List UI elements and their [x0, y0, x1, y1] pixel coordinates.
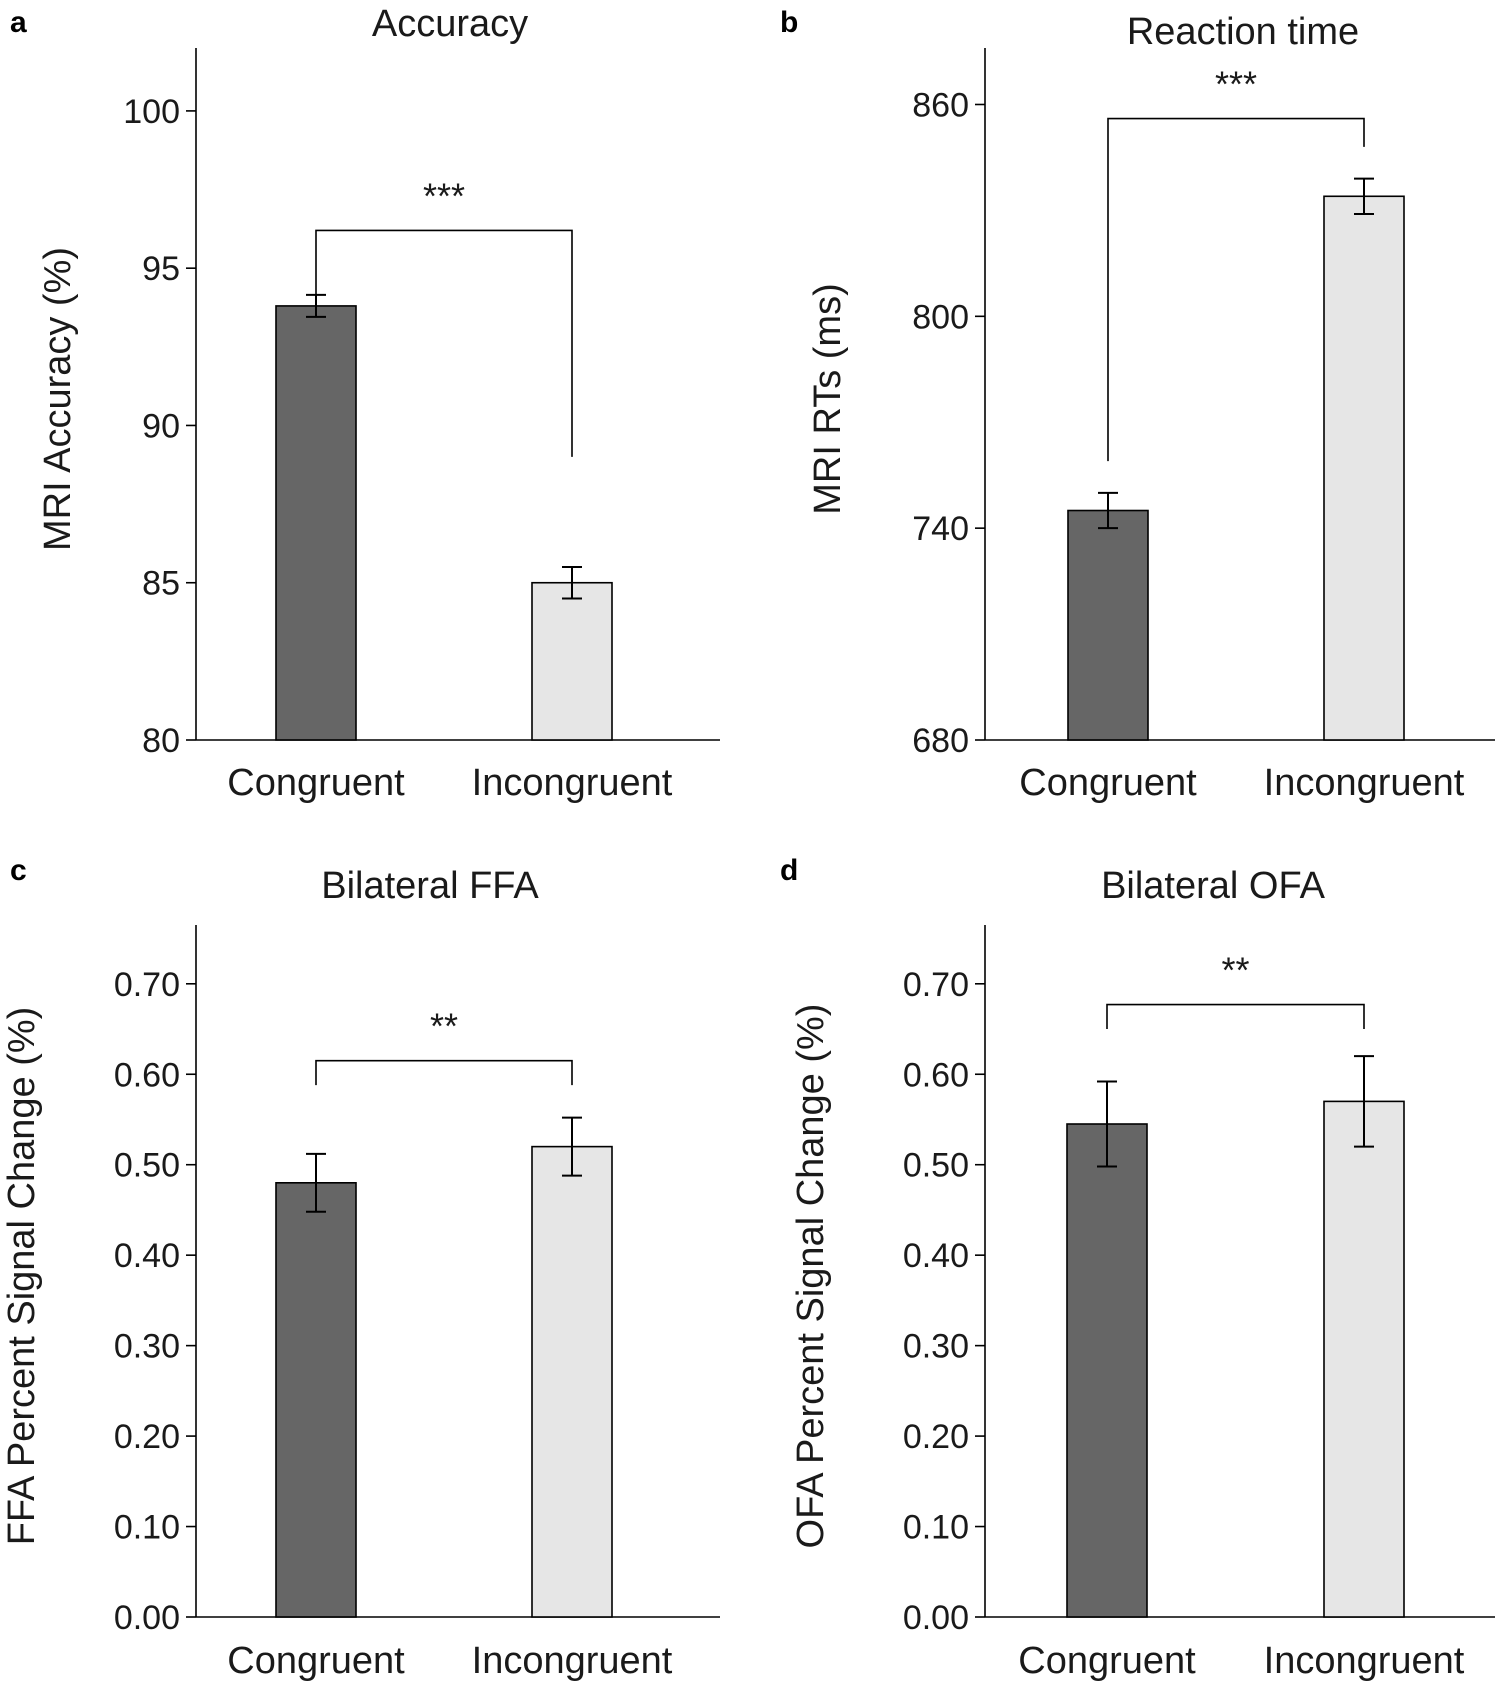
panel-a-category-label-congruent: Congruent [227, 762, 405, 804]
panel-a-y-axis-label: MRI Accuracy (%) [37, 247, 79, 551]
panel-d-y-tick-label: 0.30 [903, 1328, 969, 1366]
panel-c-category-label-congruent: Congruent [227, 1640, 405, 1682]
panel-d-bar-incongruent [1323, 1100, 1405, 1618]
panel-a-y-tick-label: 90 [142, 407, 180, 445]
panel-d-y-tick-label: 0.00 [903, 1599, 969, 1637]
panel-c-y-tick-label: 0.60 [114, 1056, 180, 1094]
panel-b-category-label-incongruent: Incongruent [1264, 762, 1465, 804]
panel-d-y-tick-label: 0.40 [903, 1237, 969, 1275]
panel-b-y-tick-label: 740 [912, 510, 969, 548]
panel-b-significance-label: *** [1215, 64, 1257, 105]
panel-c-category-label-incongruent: Incongruent [472, 1640, 673, 1682]
panel-c-y-tick-label: 0.30 [114, 1328, 180, 1366]
panel-a-significance-bracket [315, 229, 573, 457]
panel-a-bar-incongruent [531, 581, 613, 741]
panel-c-significance-label: ** [430, 1006, 458, 1047]
panel-b-y-tick-label: 680 [912, 722, 969, 760]
panel-a-letter: a [10, 6, 27, 39]
panel-d-y-axis-label: OFA Percent Signal Change (%) [790, 1004, 832, 1549]
panel-c-title: Bilateral FFA [321, 865, 539, 907]
panel-a-y-tick-label: 80 [142, 722, 180, 760]
panel-c-y-axis-label: FFA Percent Signal Change (%) [1, 1007, 43, 1546]
panel-d-title: Bilateral OFA [1101, 865, 1326, 907]
panel-b-category-label-congruent: Congruent [1019, 762, 1197, 804]
panel-c-y-tick-label: 0.50 [114, 1147, 180, 1185]
panel-c-y-tick-label: 0.10 [114, 1509, 180, 1547]
panel-a-y-tick-label: 95 [142, 250, 180, 288]
panel-b-title: Reaction time [1127, 11, 1359, 53]
panel-a-significance-label: *** [423, 175, 465, 216]
panel-c-letter: c [10, 854, 27, 887]
panel-b-y-tick-label: 800 [912, 298, 969, 336]
panel-c-y-tick-label: 0.20 [114, 1418, 180, 1456]
panel-d-y-tick-label: 0.50 [903, 1147, 969, 1185]
panel-d-y-tick-label: 0.10 [903, 1509, 969, 1547]
panel-c-y-tick-label: 0.00 [114, 1599, 180, 1637]
panel-d-significance-label: ** [1221, 950, 1249, 991]
panel-c-significance-bracket [315, 1059, 573, 1086]
panel-c-bar-congruent [275, 1182, 357, 1618]
panel-b-y-axis-label: MRI RTs (ms) [807, 283, 849, 515]
panel-d-significance-bracket [1106, 1003, 1365, 1030]
panel-a-bar-congruent [275, 305, 357, 741]
panel-b-bar-incongruent [1323, 195, 1405, 741]
panel-c-bar-incongruent [531, 1145, 613, 1618]
panel-d-category-label-congruent: Congruent [1018, 1640, 1196, 1682]
panel-b-significance-bracket [1107, 117, 1365, 462]
panel-b-y-tick-label: 860 [912, 86, 969, 124]
panel-d-letter: d [780, 854, 798, 887]
panel-d-bar-congruent [1066, 1123, 1148, 1618]
panel-b-bar-congruent [1067, 509, 1149, 741]
panel-a-y-tick-label: 100 [123, 93, 180, 131]
panel-a-category-label-incongruent: Incongruent [472, 762, 673, 804]
panel-d-y-tick-label: 0.70 [903, 966, 969, 1004]
panel-b-letter: b [780, 6, 798, 39]
panel-d-y-tick-label: 0.60 [903, 1056, 969, 1094]
panel-d-category-label-incongruent: Incongruent [1264, 1640, 1465, 1682]
panel-c-y-tick-label: 0.40 [114, 1237, 180, 1275]
panel-c-y-tick-label: 0.70 [114, 966, 180, 1004]
panel-d-y-tick-label: 0.20 [903, 1418, 969, 1456]
panel-a-y-tick-label: 85 [142, 565, 180, 603]
panel-a-title: Accuracy [372, 3, 528, 45]
